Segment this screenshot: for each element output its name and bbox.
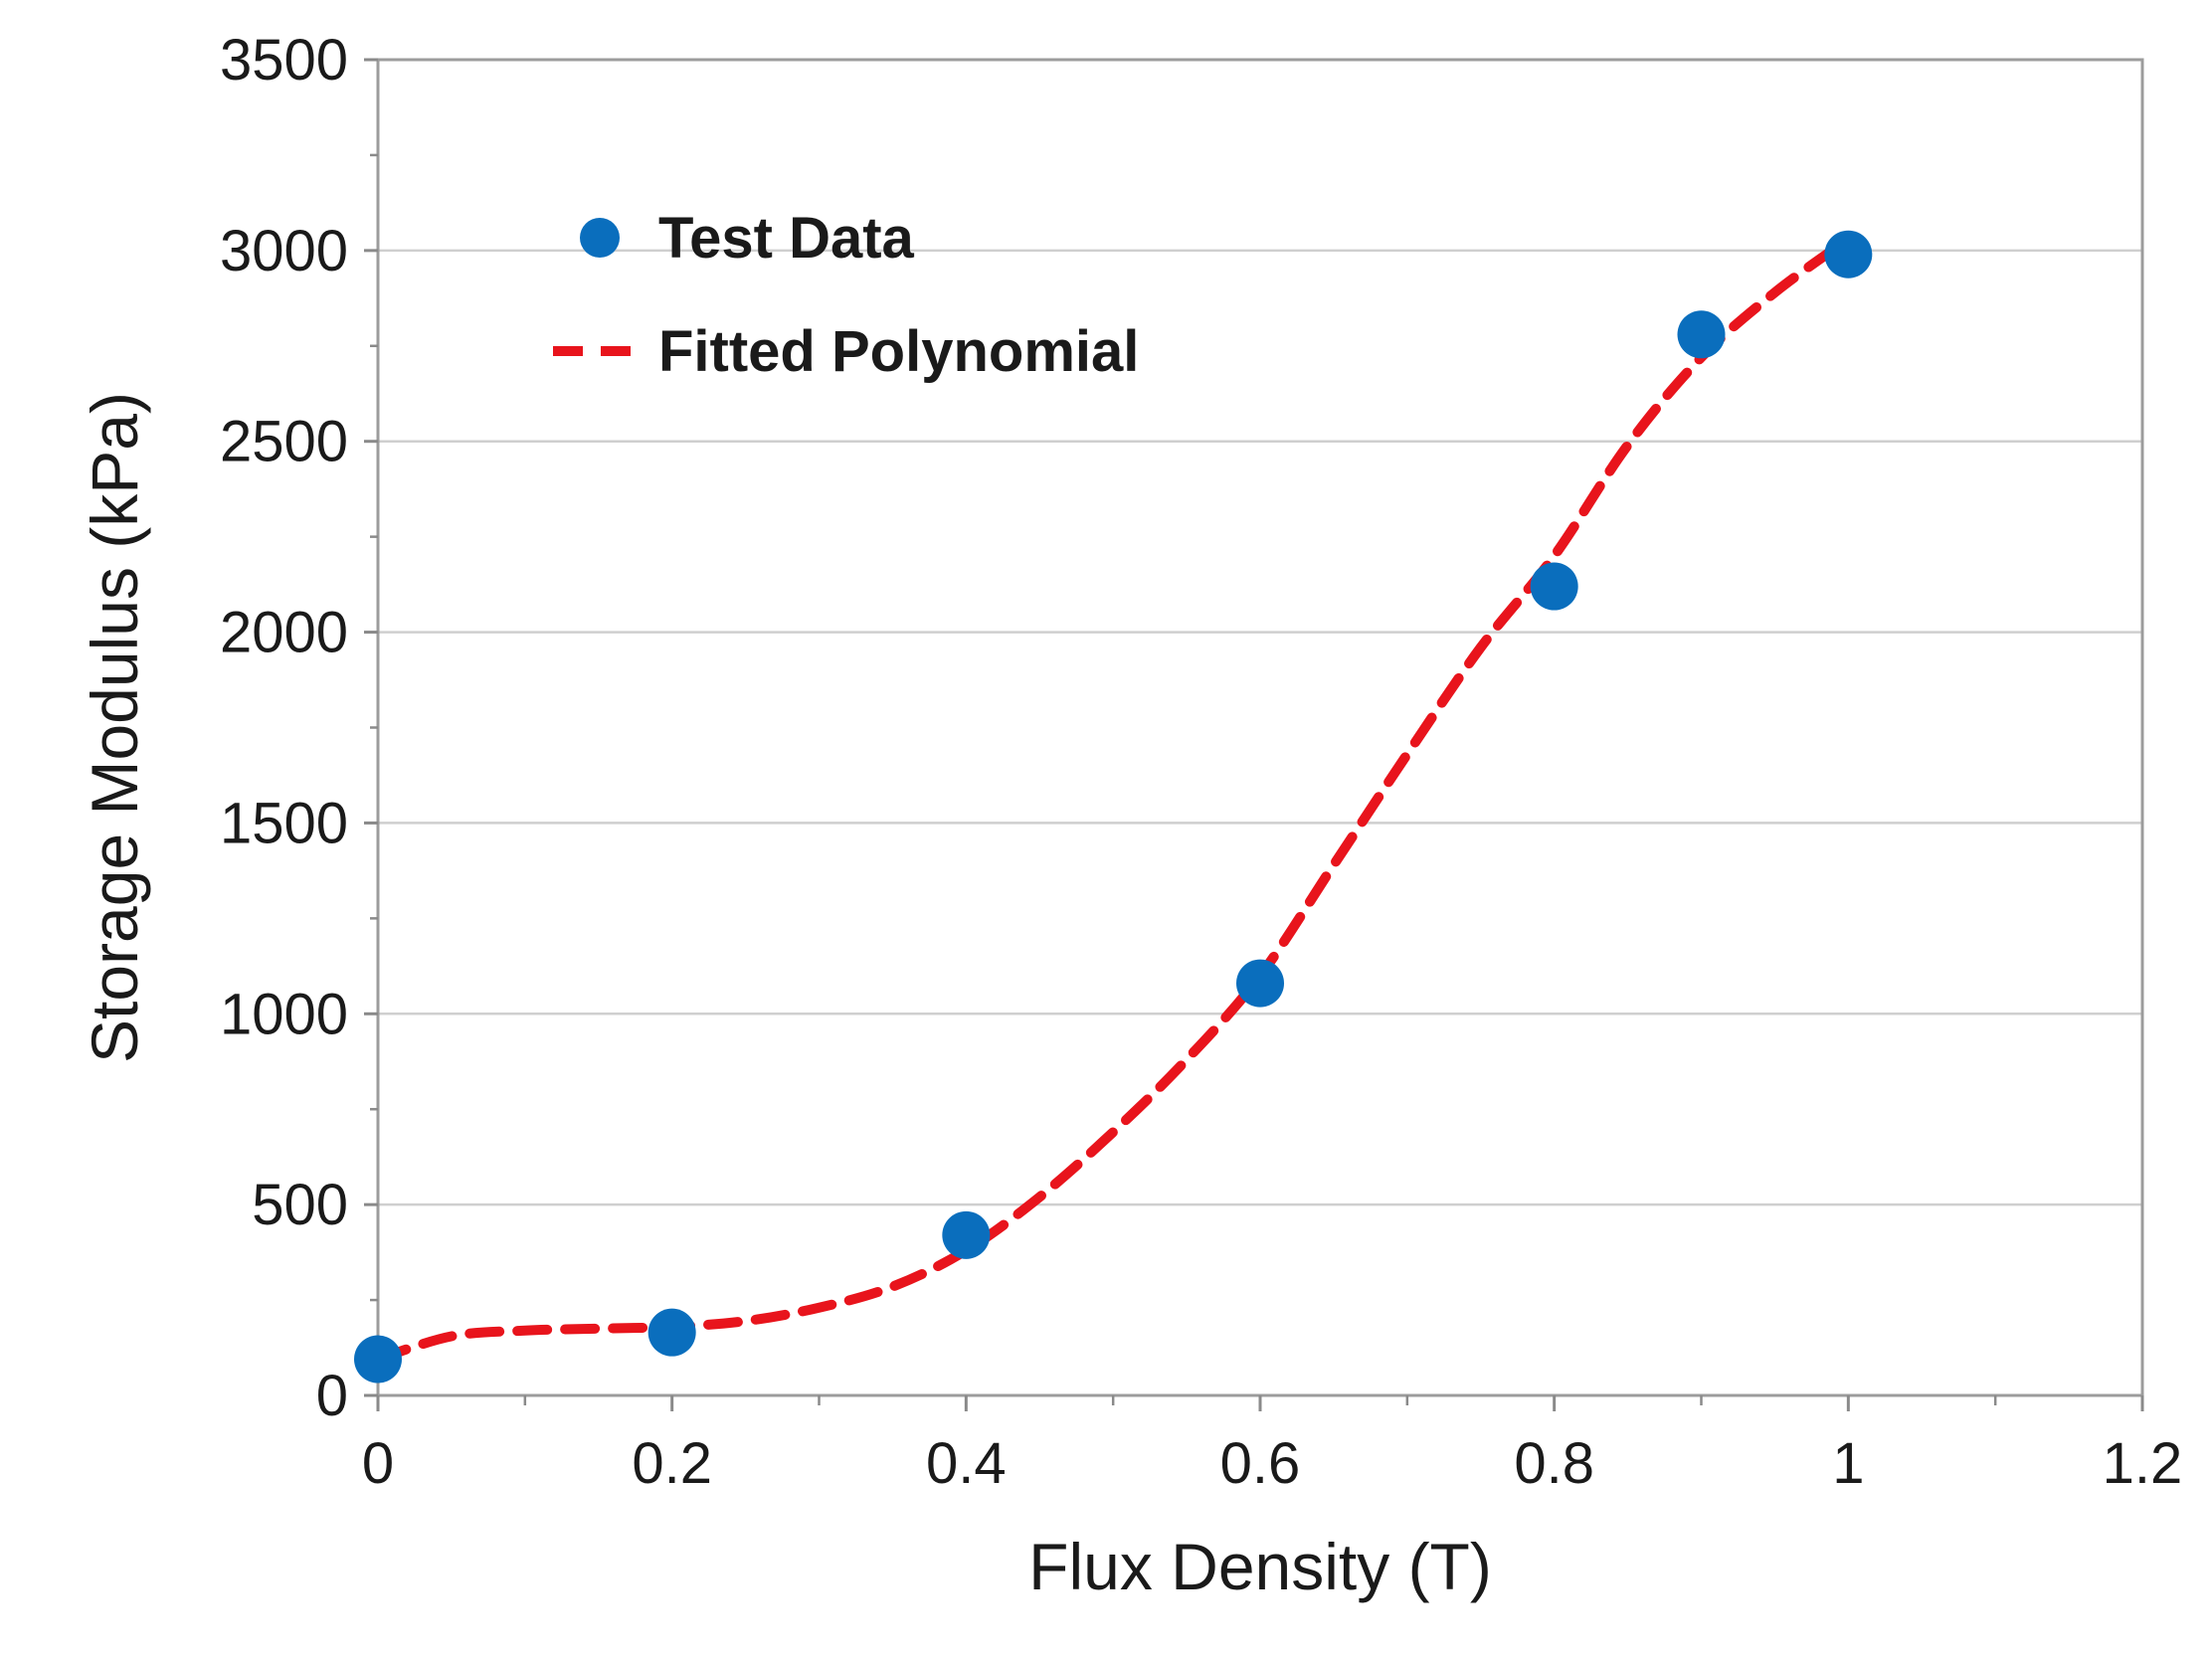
plot-frame — [376, 58, 2144, 1397]
x-tick-label: 0.8 — [1514, 1431, 1594, 1496]
data-point — [1677, 310, 1726, 359]
data-point — [354, 1335, 402, 1383]
legend-label-fitted-polynomial: Fitted Polynomial — [658, 319, 1139, 384]
gridlines — [378, 249, 2142, 1206]
y-tick-label: 2500 — [220, 410, 348, 474]
data-point — [942, 1210, 991, 1259]
axes — [364, 58, 2144, 1411]
x-tick-label: 1 — [1832, 1431, 1864, 1496]
legend-marker-test-data — [580, 218, 620, 258]
y-tick-label: 0 — [316, 1364, 348, 1428]
y-tick-label: 3500 — [220, 28, 348, 92]
x-tick-label: 0 — [362, 1431, 394, 1496]
x-axis-title: Flux Density (T) — [1028, 1530, 1492, 1603]
y-tick-label: 500 — [252, 1173, 348, 1237]
y-tick-label: 1000 — [220, 982, 348, 1046]
tick-labels: 0 500 1000 1500 2000 2500 3000 3500 0 0.2 0.4 0.6 0.… — [220, 28, 2182, 1496]
data-point — [647, 1308, 696, 1357]
data-point — [1530, 562, 1578, 611]
test-data-series — [354, 230, 1873, 1383]
x-tick-label: 1.2 — [2103, 1431, 2183, 1496]
legend-label-test-data: Test Data — [658, 206, 915, 271]
y-tick-label: 2000 — [220, 601, 348, 665]
data-point — [1824, 230, 1873, 278]
y-tick-label: 3000 — [220, 219, 348, 283]
fitted-polynomial-series — [373, 234, 1854, 1365]
legend: Test Data Fitted Polynomial — [553, 206, 1139, 384]
fitted-polynomial-line — [373, 234, 1854, 1365]
y-axis-title: Storage Modulus (kPa) — [78, 392, 151, 1063]
x-tick-label: 0.2 — [632, 1431, 712, 1496]
x-tick-label: 0.6 — [1220, 1431, 1301, 1496]
y-tick-label: 1500 — [220, 791, 348, 855]
x-tick-label: 0.4 — [926, 1431, 1007, 1496]
data-point — [1236, 959, 1284, 1008]
